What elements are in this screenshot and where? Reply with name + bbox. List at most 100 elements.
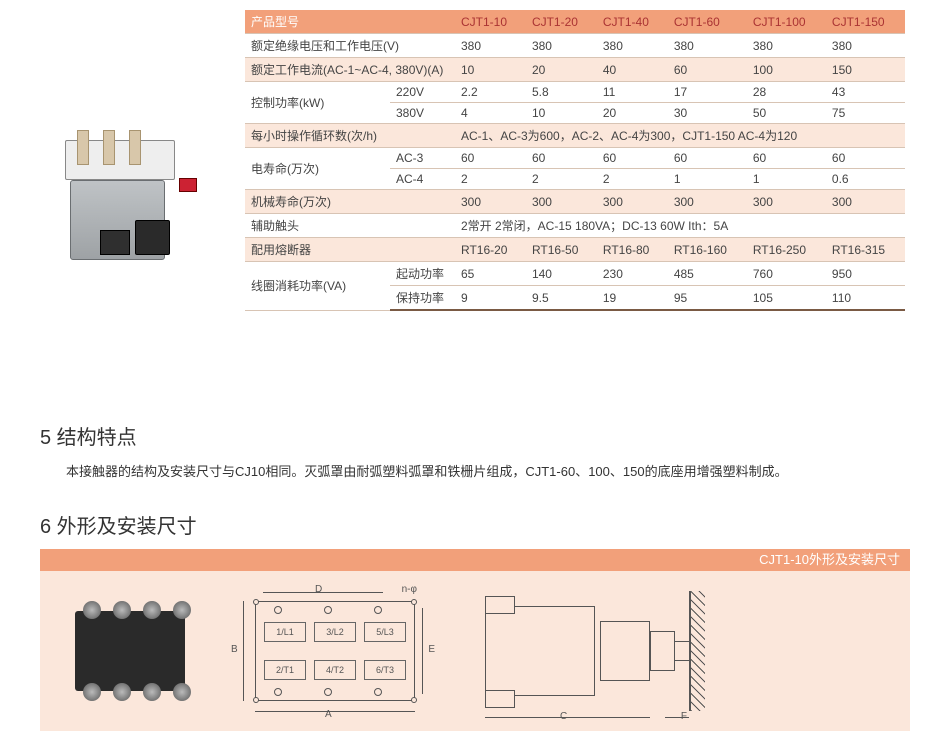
row-sublabel: AC-4: [390, 169, 455, 190]
table-cell-span: AC-1、AC-3为600，AC-2、AC-4为300，CJT1-150 AC-…: [455, 124, 905, 148]
table-cell: 65: [455, 262, 526, 286]
table-cell: 300: [526, 190, 597, 214]
table-cell: RT16-315: [826, 238, 905, 262]
section6-title: 6 外形及安装尺寸: [40, 510, 910, 539]
row-label: 每小时操作循环数(次/h): [245, 124, 455, 148]
table-cell: 105: [747, 286, 826, 311]
table-cell: 10: [526, 103, 597, 124]
table-cell: 110: [826, 286, 905, 311]
row-label: 电寿命(万次): [245, 148, 390, 190]
table-cell: 75: [826, 103, 905, 124]
table-cell: 2: [526, 169, 597, 190]
row-sublabel: AC-3: [390, 148, 455, 169]
table-cell: 9.5: [526, 286, 597, 311]
table-cell: 60: [455, 148, 526, 169]
table-cell: 28: [747, 82, 826, 103]
table-cell: 300: [747, 190, 826, 214]
dim-d-label: D: [315, 584, 322, 595]
table-cell: 100: [747, 58, 826, 82]
table-cell: 2: [455, 169, 526, 190]
table-cell: RT16-20: [455, 238, 526, 262]
dim-c-label: C: [560, 711, 567, 722]
col-cjt1-40: CJT1-40: [597, 10, 668, 34]
table-cell: RT16-160: [668, 238, 747, 262]
table-cell: 300: [597, 190, 668, 214]
dimension-strip: CJT1-10外形及安装尺寸: [40, 549, 910, 571]
col-cjt1-150: CJT1-150: [826, 10, 905, 34]
terminal-1l1: 1/L1: [264, 622, 306, 642]
table-cell: 1: [747, 169, 826, 190]
row-label: 辅助触头: [245, 214, 455, 238]
dim-nphi-label: n-φ: [402, 584, 417, 595]
table-cell: 60: [826, 148, 905, 169]
dim-e-label: E: [428, 644, 435, 655]
table-cell: 60: [747, 148, 826, 169]
table-cell: RT16-80: [597, 238, 668, 262]
table-cell: 30: [668, 103, 747, 124]
col-cjt1-60: CJT1-60: [668, 10, 747, 34]
dim-f-label: F: [681, 711, 687, 722]
table-cell: 380: [668, 34, 747, 58]
table-cell: 380: [526, 34, 597, 58]
table-cell: 43: [826, 82, 905, 103]
table-cell: 4: [455, 103, 526, 124]
col-cjt1-100: CJT1-100: [747, 10, 826, 34]
table-cell: 300: [826, 190, 905, 214]
table-cell: 20: [526, 58, 597, 82]
table-cell: 950: [826, 262, 905, 286]
table-cell: 1: [668, 169, 747, 190]
table-cell: 20: [597, 103, 668, 124]
row-label: 额定绝缘电压和工作电压(V): [245, 34, 455, 58]
row-label: 线圈消耗功率(VA): [245, 262, 390, 311]
table-cell: 95: [668, 286, 747, 311]
table-cell: 380: [826, 34, 905, 58]
table-cell: 300: [668, 190, 747, 214]
row-sublabel: 220V: [390, 82, 455, 103]
col-cjt1-20: CJT1-20: [526, 10, 597, 34]
row-sublabel: 起动功率: [390, 262, 455, 286]
header-label: 产品型号: [245, 10, 455, 34]
table-cell: 760: [747, 262, 826, 286]
table-cell: 40: [597, 58, 668, 82]
table-cell: RT16-50: [526, 238, 597, 262]
table-cell: 60: [668, 148, 747, 169]
terminal-6t3: 6/T3: [364, 660, 406, 680]
table-cell: 0.6: [826, 169, 905, 190]
section5-title: 5 结构特点: [40, 421, 910, 450]
table-cell: 60: [668, 58, 747, 82]
terminal-5l3: 5/L3: [364, 622, 406, 642]
table-cell: 380: [747, 34, 826, 58]
dim-front-drawing: B A D n-φ E 1/L1 3/L2 5/L3 2/T1 4/T2 6/T…: [225, 586, 445, 716]
table-cell: 60: [526, 148, 597, 169]
table-cell: 485: [668, 262, 747, 286]
dim-photo: [65, 591, 195, 711]
table-cell-span: 2常开 2常闭，AC-15 180VA；DC-13 60W Ith：5A: [455, 214, 905, 238]
section5-body: 本接触器的结构及安装尺寸与CJ10相同。灭弧罩由耐弧塑料弧罩和铁栅片组成，CJT…: [40, 460, 910, 485]
table-cell: 150: [826, 58, 905, 82]
table-cell: 9: [455, 286, 526, 311]
table-cell: 380: [597, 34, 668, 58]
col-cjt1-10: CJT1-10: [455, 10, 526, 34]
table-cell: 2.2: [455, 82, 526, 103]
row-sublabel: 380V: [390, 103, 455, 124]
table-cell: 17: [668, 82, 747, 103]
table-cell: 230: [597, 262, 668, 286]
spec-table: 产品型号 CJT1-10 CJT1-20 CJT1-40 CJT1-60 CJT…: [245, 10, 905, 311]
product-photo: [40, 110, 220, 290]
table-cell: RT16-250: [747, 238, 826, 262]
table-cell: 300: [455, 190, 526, 214]
row-label: 机械寿命(万次): [245, 190, 455, 214]
table-cell: 50: [747, 103, 826, 124]
table-cell: 19: [597, 286, 668, 311]
row-label: 控制功率(kW): [245, 82, 390, 124]
row-label: 配用熔断器: [245, 238, 455, 262]
dim-b-label: B: [231, 644, 238, 655]
row-sublabel: 保持功率: [390, 286, 455, 311]
table-cell: 5.8: [526, 82, 597, 103]
terminal-3l2: 3/L2: [314, 622, 356, 642]
dimension-area: B A D n-φ E 1/L1 3/L2 5/L3 2/T1 4/T2 6/T…: [40, 571, 910, 731]
table-cell: 11: [597, 82, 668, 103]
terminal-2t1: 2/T1: [264, 660, 306, 680]
table-cell: 140: [526, 262, 597, 286]
table-cell: 2: [597, 169, 668, 190]
